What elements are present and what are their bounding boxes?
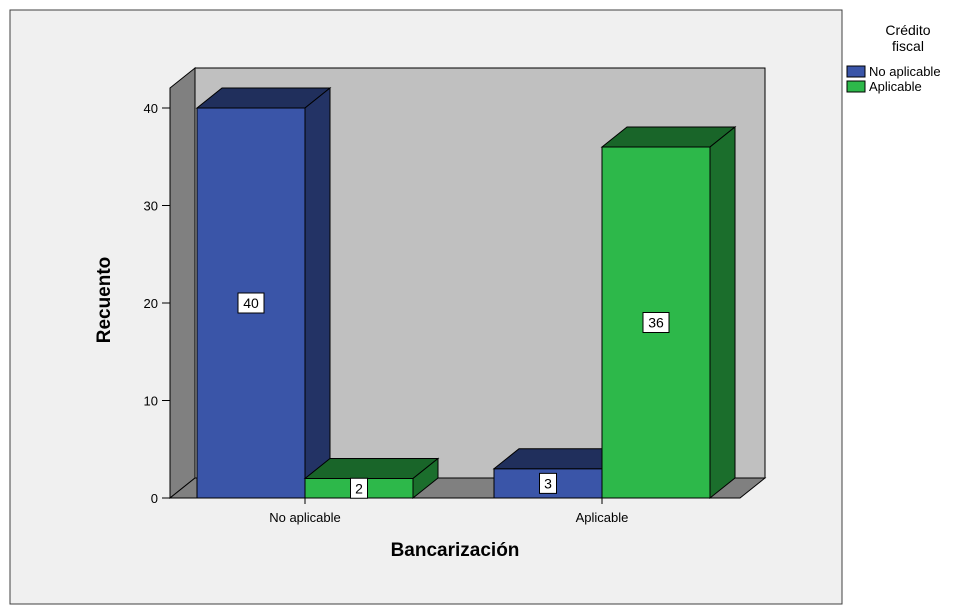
y-tick-label: 10 [144,394,158,409]
data-label-box [237,292,265,314]
y-tick-label: 20 [144,296,158,311]
y-axis-title: Recuento [94,257,115,344]
data-label: 3 [544,475,552,491]
y-tick-label: 0 [151,491,158,506]
bar-side [304,86,331,500]
legend-title: Crédito [885,22,930,38]
bar-side [412,457,439,500]
data-label-box [642,312,670,333]
legend-swatch [846,80,866,93]
y-tick-label: 30 [144,199,158,214]
data-label-box [350,477,368,499]
data-label: 40 [243,295,259,311]
legend-title: fiscal [892,38,924,54]
x-tick-label: No aplicable [269,510,341,525]
legend-label: No aplicable [869,64,941,79]
legend-label: Aplicable [869,79,922,94]
x-axis-title: Bancarización [391,540,520,561]
legend-swatch [846,65,866,78]
data-label-box [539,472,557,494]
plot-side-wall [169,66,196,500]
y-tick-label: 40 [144,101,158,116]
data-label: 2 [355,480,363,496]
data-label: 36 [648,315,664,331]
x-tick-label: Aplicable [576,510,629,525]
bar-side [709,125,736,500]
